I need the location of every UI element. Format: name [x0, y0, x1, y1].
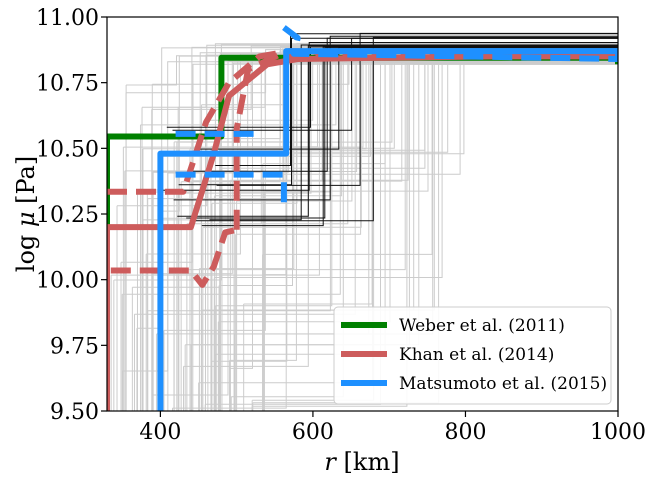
- ensemble-curve-gray: [167, 62, 618, 174]
- series-layer: [107, 25, 618, 411]
- series-line-4: [233, 50, 390, 230]
- x-tick-label: 800: [444, 420, 486, 445]
- legend-entry-matsumoto: Matsumoto et al. (2015): [341, 374, 607, 394]
- legend-box: [333, 306, 612, 405]
- ensemble-curve-black: [186, 47, 618, 219]
- ensemble-curve-gray: [263, 46, 618, 175]
- series-line-3: [110, 226, 238, 288]
- ensemble-curve-gray: [147, 46, 618, 312]
- ensemble-curve-gray: [215, 49, 618, 307]
- y-tick-label: 9.50: [50, 400, 99, 425]
- ensemble-curve-gray: [136, 47, 618, 329]
- y-tick-label: 10.50: [36, 137, 99, 162]
- ensemble-curve-gray: [263, 55, 618, 276]
- ensemble-curve-gray: [243, 63, 618, 305]
- x-tick-label: 600: [292, 420, 334, 445]
- x-tick-label: 400: [139, 420, 181, 445]
- series-line-5: [157, 48, 618, 411]
- legend-entry-weber: Weber et al. (2011): [341, 316, 565, 336]
- ensemble-curve-gray: [264, 61, 618, 192]
- y-tick-label: 10.75: [36, 72, 99, 97]
- ensemble-curve-black: [189, 36, 618, 222]
- ensemble-curve-gray: [231, 42, 618, 398]
- y-tick-label: 10.25: [36, 203, 99, 228]
- y-axis-title: log μ [Pa]: [12, 156, 40, 272]
- ensemble-curve-gray: [214, 47, 618, 311]
- legend-label-khan: Khan et al. (2014): [399, 345, 554, 365]
- tick-layer: 400 600 800 1000 9.50 9.75 10.00 10.25 10.50 10.7…: [36, 6, 646, 445]
- legend-label-matsumoto: Matsumoto et al. (2015): [399, 374, 607, 394]
- ensemble-curve-black: [209, 44, 618, 221]
- legend-entry-khan: Khan et al. (2014): [341, 345, 554, 365]
- ensemble-curve-gray: [153, 60, 618, 396]
- y-tick-label: 11.00: [36, 6, 99, 31]
- series-line-7: [175, 171, 287, 207]
- ensemble-curve-gray: [211, 42, 618, 204]
- series-line-8: [282, 25, 618, 62]
- x-tick-label: 1000: [590, 420, 646, 445]
- ensemble-curve-gray: [211, 62, 618, 362]
- x-axis-title: r [km]: [324, 448, 399, 476]
- ensemble-curve-black: [173, 35, 618, 201]
- ensemble-curve-black: [190, 37, 618, 172]
- ensemble-curve-black: [177, 45, 618, 217]
- legend: Weber et al. (2011) Khan et al. (2014) M…: [333, 306, 612, 405]
- ensemble-curve-gray: [221, 54, 618, 155]
- y-tick-label: 9.75: [50, 334, 99, 359]
- y-tick-label: 10.00: [36, 269, 99, 294]
- ensemble-curve-black: [201, 45, 618, 227]
- ensemble-curve-black: [216, 32, 618, 186]
- legend-label-weber: Weber et al. (2011): [399, 316, 565, 336]
- ensemble-curve-gray: [199, 54, 618, 270]
